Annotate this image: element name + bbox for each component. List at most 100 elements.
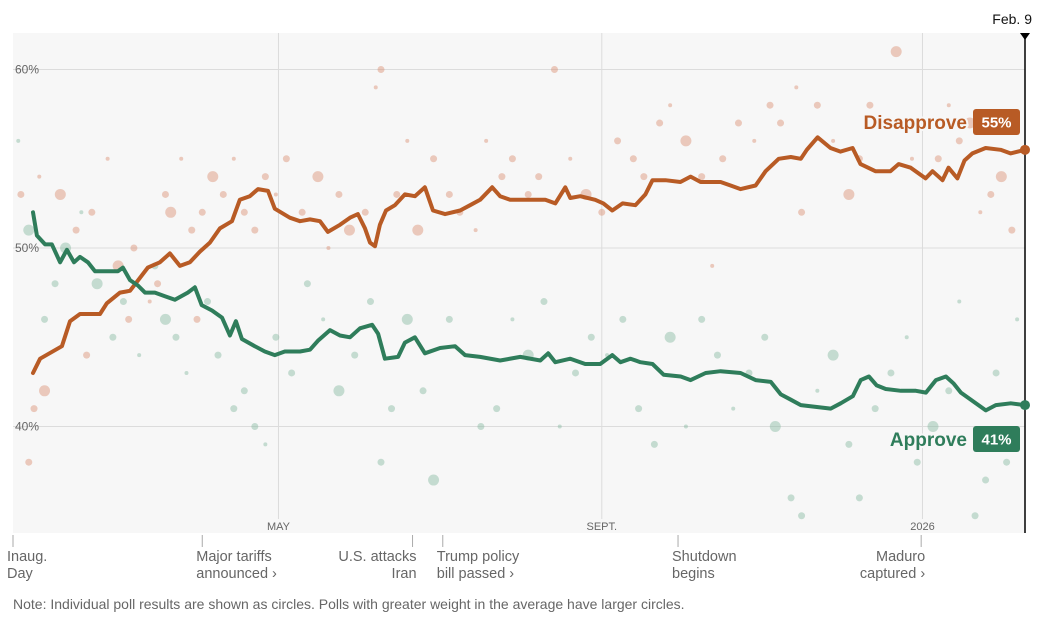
poll-dot-disapprove [39, 385, 51, 397]
poll-dot-disapprove [298, 208, 306, 216]
poll-dot-disapprove [17, 190, 25, 198]
average-lines [31, 135, 1030, 413]
poll-dot-approve [251, 423, 259, 430]
event-line-1: Maduro [876, 549, 926, 565]
poll-dot-approve [904, 335, 909, 340]
series-name: Approve [890, 430, 967, 451]
poll-dot-disapprove [377, 66, 385, 73]
event-line-1: U.S. attacks [338, 549, 417, 565]
series-name-halo: Approve [890, 430, 967, 451]
poll-dot-disapprove [719, 155, 727, 163]
poll-dot-disapprove [273, 192, 278, 197]
poll-dot-disapprove [964, 117, 976, 129]
poll-dot-disapprove [445, 190, 453, 198]
poll-dot-disapprove [72, 226, 80, 234]
poll-dot-disapprove [498, 173, 506, 181]
poll-dot-disapprove [161, 190, 169, 198]
series-name-halo: Disapprove [864, 113, 967, 134]
end-date-label: Feb. 9 [992, 11, 1032, 27]
poll-dot-disapprove [978, 210, 983, 215]
poll-dot-approve [982, 476, 990, 484]
poll-dot-disapprove [484, 138, 489, 143]
poll-dot-disapprove [918, 119, 926, 127]
endpoint-disapprove [1020, 144, 1030, 155]
poll-dot-approve [798, 512, 806, 520]
poll-dot-disapprove [147, 299, 152, 304]
poll-dot-approve [761, 333, 769, 341]
poll-dot-approve [263, 442, 268, 447]
poll-dot-approve [16, 138, 21, 143]
poll-dot-disapprove [995, 171, 1007, 183]
poll-dot-disapprove [656, 119, 664, 127]
poll-dot-disapprove [251, 226, 259, 234]
poll-dot-disapprove [231, 156, 236, 161]
poll-dot-disapprove [890, 46, 902, 58]
poll-dot-disapprove [154, 280, 162, 288]
poll-dot-disapprove [1008, 226, 1016, 234]
poll-dot-approve [172, 333, 180, 341]
poll-dot-disapprove [373, 85, 378, 90]
event-annotation[interactable]: Trump policy bill passed › [437, 549, 519, 583]
event-ticks [12, 535, 922, 547]
x-tick-label: SEPT. [587, 521, 618, 533]
end-date-marker-icon [1020, 33, 1030, 40]
poll-dot-disapprove [831, 138, 836, 143]
value-badge-text: 41% [981, 432, 1011, 449]
poll-dot-disapprove [508, 155, 516, 163]
poll-dot-disapprove [550, 66, 558, 73]
poll-dot-disapprove [105, 156, 110, 161]
chart-note: Note: Individual poll results are shown … [13, 596, 685, 612]
poll-dot-approve [204, 298, 212, 306]
event-annotation: Shutdown begins [672, 549, 737, 583]
event-annotation: Inaug. Day [7, 549, 47, 583]
poll-dot-approve [619, 315, 627, 323]
event-line-1: Shutdown [672, 549, 737, 565]
y-tick-label: 50% [15, 241, 39, 255]
event-annotation: U.S. attacks Iran [338, 549, 416, 583]
poll-dot-disapprove [766, 101, 774, 109]
poll-dot-disapprove [813, 101, 821, 109]
poll-dot-disapprove [866, 101, 874, 109]
event-line-1: Major tariffs [196, 549, 272, 565]
poll-dot-approve [366, 298, 374, 306]
poll-dot-approve [119, 298, 127, 306]
poll-dot-approve [303, 280, 311, 288]
poll-dot-disapprove [598, 208, 606, 216]
value-badge [973, 426, 1020, 452]
event-line-1: Inaug. [7, 549, 48, 565]
poll-dot-approve [927, 421, 939, 432]
poll-dot-approve [51, 280, 59, 288]
series-name: Disapprove [864, 113, 967, 134]
poll-dot-disapprove [955, 137, 963, 145]
poll-dot-approve [731, 406, 736, 411]
event-annotation[interactable]: Maduro captured › [860, 549, 925, 583]
poll-dot-disapprove [261, 173, 269, 181]
event-line-2: Day [7, 566, 33, 582]
poll-dot-disapprove [680, 135, 692, 147]
event-line-2: announced › [196, 566, 277, 582]
poll-dot-approve [713, 351, 721, 359]
poll-dot-approve [827, 349, 839, 361]
poll-dot-approve [377, 458, 385, 466]
poll-dot-disapprove [240, 208, 248, 216]
poll-dot-disapprove [798, 208, 806, 216]
poll-dot-disapprove [777, 119, 785, 127]
y-tick-label: 40% [15, 420, 39, 434]
poll-dot-approve [510, 317, 515, 322]
line-disapprove [31, 135, 1027, 375]
poll-dot-approve [913, 458, 921, 466]
poll-dot-approve [664, 331, 676, 343]
poll-dot-disapprove [405, 138, 410, 143]
value-badge-text: 55% [981, 115, 1011, 132]
poll-dot-approve [388, 405, 396, 413]
event-annotation[interactable]: Major tariffs announced › [196, 549, 277, 583]
poll-dot-disapprove [207, 171, 219, 183]
poll-dot-disapprove [335, 190, 343, 198]
poll-dot-approve [137, 353, 142, 358]
poll-dot-disapprove [698, 173, 706, 181]
poll-dot-approve [769, 421, 781, 432]
poll-dot-approve [887, 369, 895, 377]
poll-dot-approve [79, 210, 84, 215]
